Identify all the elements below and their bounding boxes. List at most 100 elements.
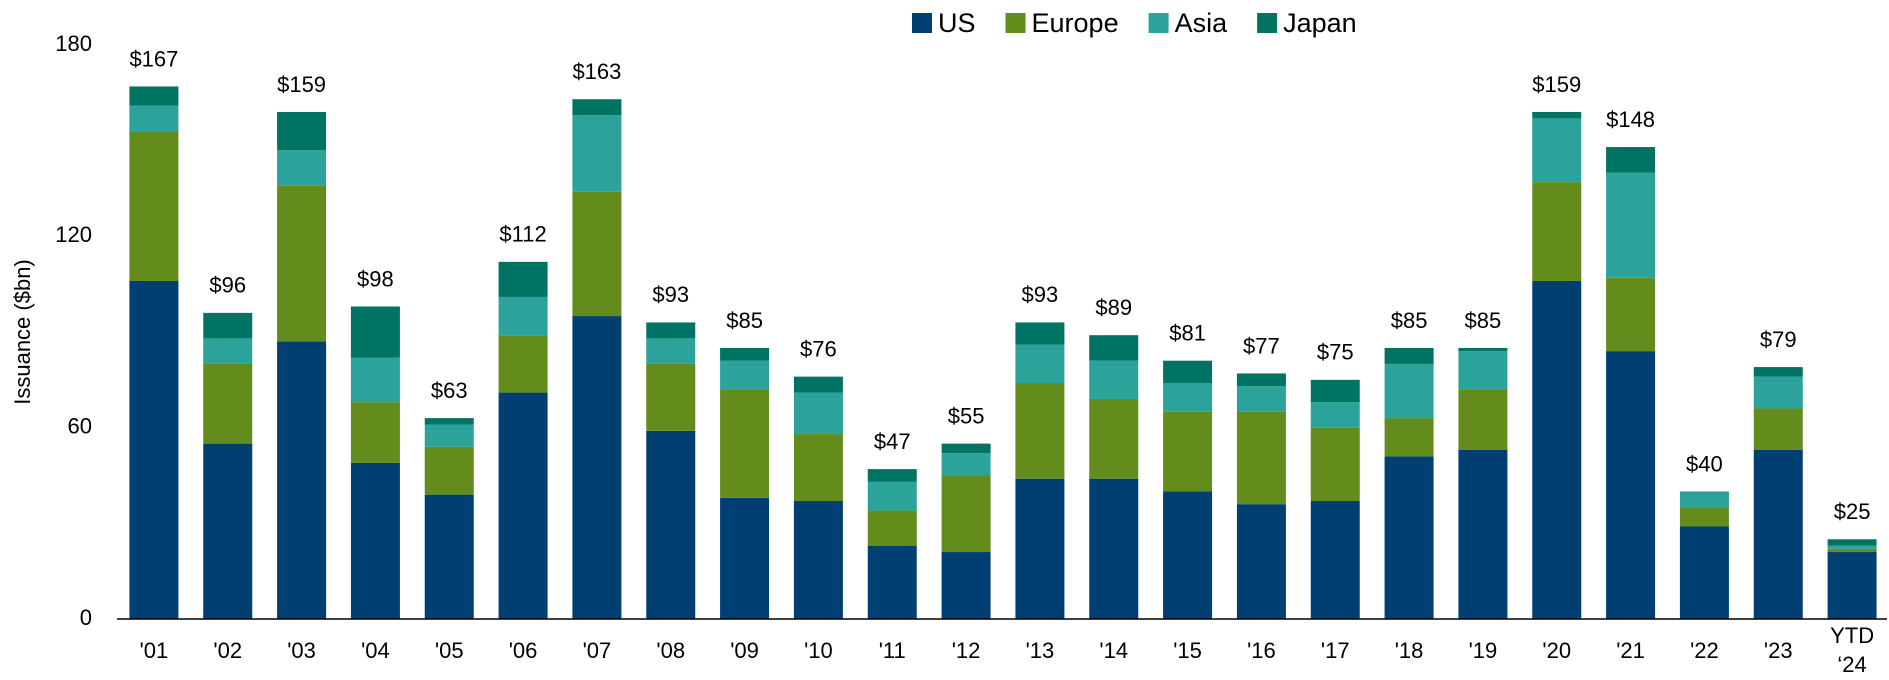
x-tick-label: '05 bbox=[435, 638, 464, 663]
bar-segment bbox=[1827, 545, 1877, 549]
bar-segment bbox=[867, 469, 917, 482]
bar-segment bbox=[498, 392, 548, 619]
x-tick-label: '13 bbox=[1026, 638, 1055, 663]
bar-segment bbox=[203, 312, 253, 339]
bar-segment bbox=[793, 392, 843, 435]
bar-segment bbox=[1089, 335, 1139, 361]
bar-segment bbox=[1163, 411, 1213, 492]
y-tick-label: 0 bbox=[80, 605, 92, 630]
bar-segment bbox=[646, 363, 696, 431]
bar-segment bbox=[572, 191, 622, 317]
bar-segment bbox=[277, 111, 327, 151]
total-label: $40 bbox=[1686, 451, 1723, 476]
bar-segment bbox=[129, 131, 179, 281]
y-tick-label: 180 bbox=[55, 31, 92, 56]
bar-segment bbox=[1458, 449, 1508, 619]
bar-segment bbox=[1384, 456, 1434, 619]
x-tick-label: '23 bbox=[1764, 638, 1793, 663]
bar-segment bbox=[1827, 548, 1877, 553]
bar-segment bbox=[1753, 367, 1803, 377]
bar-segment bbox=[941, 453, 991, 476]
total-label: $75 bbox=[1317, 340, 1354, 365]
bar-segment bbox=[1310, 427, 1360, 502]
bar-segment bbox=[1384, 363, 1434, 419]
total-label: $55 bbox=[948, 403, 985, 428]
bar-segment bbox=[1458, 351, 1508, 390]
total-label: $85 bbox=[1465, 308, 1502, 333]
bar-segment bbox=[424, 446, 474, 495]
bar-segment bbox=[1679, 491, 1729, 508]
x-tick-label: '20 bbox=[1542, 638, 1571, 663]
bar-segment bbox=[1753, 408, 1803, 450]
bar-segment bbox=[424, 424, 474, 447]
x-tick-label: '10 bbox=[804, 638, 833, 663]
bar-segment bbox=[646, 430, 696, 619]
legend-swatch bbox=[1005, 13, 1026, 33]
bar-segment bbox=[867, 481, 917, 511]
bar-segment bbox=[203, 363, 253, 444]
x-tick-label: '06 bbox=[509, 638, 538, 663]
bar-segment bbox=[646, 322, 696, 339]
bar-segment bbox=[1310, 379, 1360, 403]
total-label: $85 bbox=[1391, 308, 1428, 333]
bar-segment bbox=[1606, 147, 1656, 173]
bar-segment bbox=[350, 306, 400, 358]
bar-segment bbox=[1236, 411, 1286, 505]
x-tick-label: '11 bbox=[879, 638, 906, 663]
bar-segment bbox=[1236, 386, 1286, 412]
bar-segment bbox=[572, 99, 622, 116]
bar-segment bbox=[1310, 402, 1360, 428]
bar-segment bbox=[1163, 360, 1213, 384]
total-label: $63 bbox=[431, 378, 468, 403]
bar-segment bbox=[1606, 277, 1656, 352]
x-tick-label: '22 bbox=[1690, 638, 1719, 663]
bar-segment bbox=[867, 545, 917, 619]
x-tick-label: '09 bbox=[730, 638, 759, 663]
bar-segment bbox=[793, 376, 843, 393]
legend-swatch bbox=[912, 13, 932, 33]
bar-segment bbox=[277, 185, 327, 342]
total-label: $76 bbox=[800, 336, 837, 361]
bar-segment bbox=[867, 510, 917, 546]
y-tick-label: 60 bbox=[68, 413, 92, 438]
bar-segment bbox=[941, 443, 991, 454]
bar-segment bbox=[498, 296, 548, 336]
bar-segment bbox=[1015, 383, 1065, 479]
y-tick-label: 120 bbox=[55, 222, 92, 247]
bar-segment bbox=[1384, 347, 1434, 364]
bar-segment bbox=[1015, 344, 1065, 384]
bar-segment bbox=[941, 475, 991, 553]
x-tick-label: '07 bbox=[583, 638, 612, 663]
bar-segment bbox=[1753, 449, 1803, 619]
bar-segment bbox=[129, 86, 179, 106]
total-label: $159 bbox=[277, 72, 326, 97]
x-tick-label: '17 bbox=[1321, 638, 1350, 663]
total-label: $81 bbox=[1169, 321, 1206, 346]
legend-label: US bbox=[938, 8, 976, 38]
x-tick-label: '08 bbox=[656, 638, 685, 663]
bar-segment bbox=[424, 494, 474, 619]
legend-swatch bbox=[1257, 13, 1278, 33]
total-label: $77 bbox=[1243, 333, 1280, 358]
x-tick-label: '02 bbox=[213, 638, 242, 663]
bar-segment bbox=[1532, 280, 1582, 619]
bar-segment bbox=[350, 462, 400, 619]
x-tick-label: '01 bbox=[140, 638, 169, 663]
total-label: $47 bbox=[874, 429, 911, 454]
bar-segment bbox=[793, 434, 843, 502]
bar-segment bbox=[1163, 383, 1213, 412]
bar-segment bbox=[203, 443, 253, 619]
bar-segment bbox=[277, 150, 327, 186]
total-label: $112 bbox=[499, 222, 546, 247]
bar-segment bbox=[350, 357, 400, 403]
total-label: $85 bbox=[726, 308, 763, 333]
bar-segment bbox=[1236, 373, 1286, 387]
x-tick-label: '18 bbox=[1395, 638, 1424, 663]
x-tick-label: '19 bbox=[1469, 638, 1498, 663]
bar-segment bbox=[1679, 526, 1729, 619]
total-label: $148 bbox=[1606, 107, 1655, 132]
bar-segment bbox=[1163, 491, 1213, 619]
bar-segment bbox=[572, 115, 622, 192]
x-tick-label: '21 bbox=[1616, 638, 1645, 663]
